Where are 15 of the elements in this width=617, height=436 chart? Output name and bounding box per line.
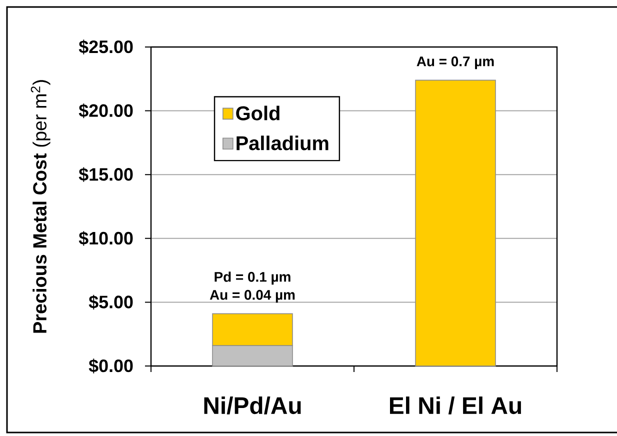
y-tick-label: $5.00 xyxy=(88,294,133,310)
bar xyxy=(415,80,496,366)
y-tick-label: $25.00 xyxy=(78,40,133,54)
annotation: Au = 0.04 µm xyxy=(210,290,295,303)
y-tick-label: $15.00 xyxy=(78,167,133,182)
y-axis-title: Precious Metal Cost (per m$^{2}$) xyxy=(30,80,50,333)
legend-label: Palladium xyxy=(236,136,328,150)
x-tick-label: Ni/Pd/Au xyxy=(204,396,301,414)
annotation: Pd = 0.1 µm xyxy=(214,272,290,285)
annotation: Au = 0.7 µm xyxy=(416,56,494,70)
y-tick-label: $0.00 xyxy=(88,358,133,374)
legend-label: Gold xyxy=(236,106,280,120)
y-tick-label: $20.00 xyxy=(78,103,133,118)
x-tick-label: El Ni / El Au xyxy=(390,396,522,414)
y-tick-label: $10.00 xyxy=(78,231,133,246)
